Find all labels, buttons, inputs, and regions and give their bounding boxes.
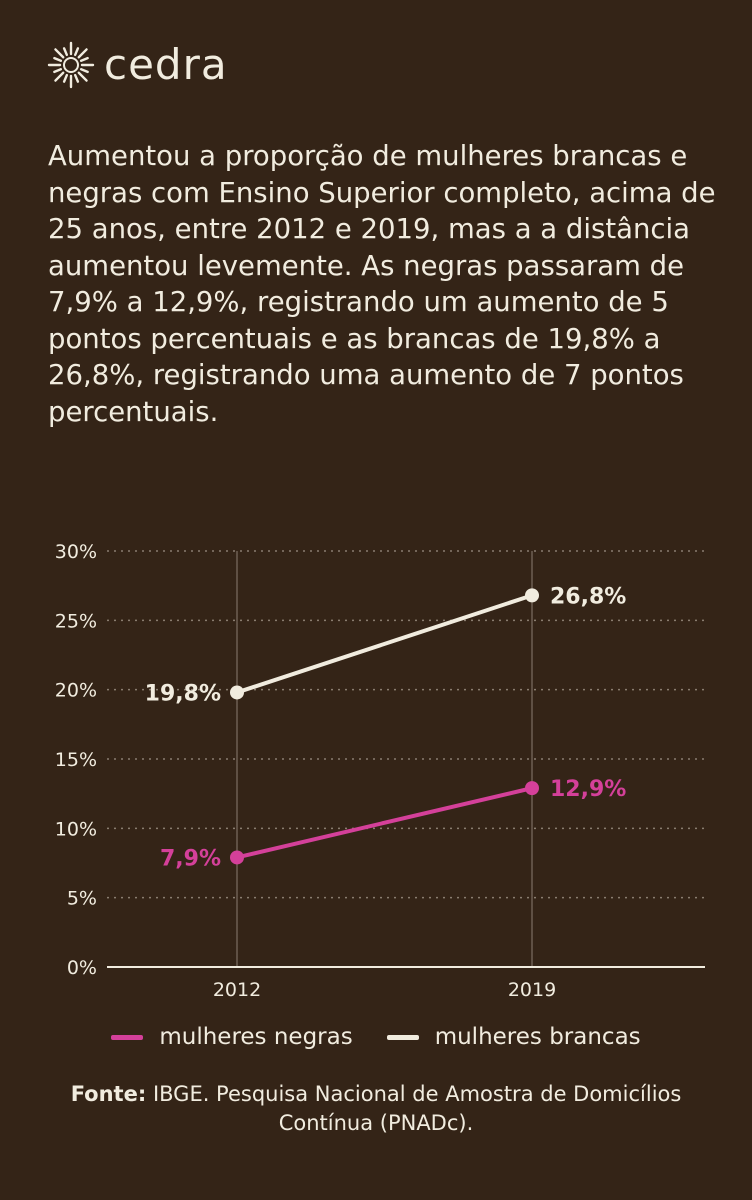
sun-ray [79, 56, 89, 62]
legend-label-negras: mulheres negras [159, 1024, 353, 1050]
brand-logo: cedra [46, 40, 228, 90]
sun-ray [54, 48, 65, 59]
data-label: 12,9% [550, 777, 626, 802]
sun-ray [77, 48, 88, 59]
data-label: 26,8% [550, 584, 626, 609]
y-tick-label: 15% [55, 749, 97, 771]
sun-icon [47, 41, 95, 89]
legend-label-brancas: mulheres brancas [434, 1024, 641, 1050]
y-tick-label: 20% [55, 680, 97, 702]
y-tick-label: 25% [55, 610, 97, 632]
sun-ray [54, 71, 65, 82]
brand-name: cedra [104, 40, 228, 89]
sun-ray [74, 47, 80, 57]
legend: mulheres negras mulheres brancas [0, 1024, 752, 1050]
legend-item-brancas: mulheres brancas [386, 1024, 641, 1050]
data-point [230, 850, 244, 865]
data-label: 19,8% [145, 681, 221, 706]
data-label: 7,9% [160, 846, 221, 871]
data-point [525, 588, 539, 603]
source-text: IBGE. Pesquisa Nacional de Amostra de Do… [152, 1082, 682, 1135]
data-point [230, 685, 244, 700]
x-tick-label: 2019 [508, 979, 556, 1001]
legend-swatch-brancas [386, 1034, 419, 1040]
series-line [236, 593, 533, 695]
y-tick-label: 30% [55, 541, 97, 563]
sun-ray [62, 73, 68, 83]
sun-ray [53, 56, 63, 62]
legend-swatch-negras [111, 1034, 144, 1040]
series-line [236, 786, 533, 860]
intro-paragraph: Aumentou a proporção de mulheres brancas… [48, 140, 716, 428]
sun-ray [79, 68, 89, 74]
legend-item-negras: mulheres negras [111, 1024, 353, 1050]
x-tick-label: 2012 [213, 979, 261, 1001]
sun-ray [53, 68, 63, 74]
line-chart: 0% 5% 10% 15% 20% 25% 30% 2012 2019 7,9% 12,9% 19,8… [55, 541, 705, 1001]
sun-ray [74, 73, 80, 83]
sun-ray [62, 47, 68, 57]
source-note: Fonte: IBGE. Pesquisa Nacional de Amostr… [60, 1080, 692, 1138]
y-tick-label: 5% [67, 888, 97, 910]
y-tick-label: 10% [55, 818, 97, 840]
y-tick-label: 0% [67, 957, 97, 979]
data-point [525, 781, 539, 796]
sun-ray [77, 71, 88, 82]
source-label: Fonte: [70, 1082, 147, 1106]
